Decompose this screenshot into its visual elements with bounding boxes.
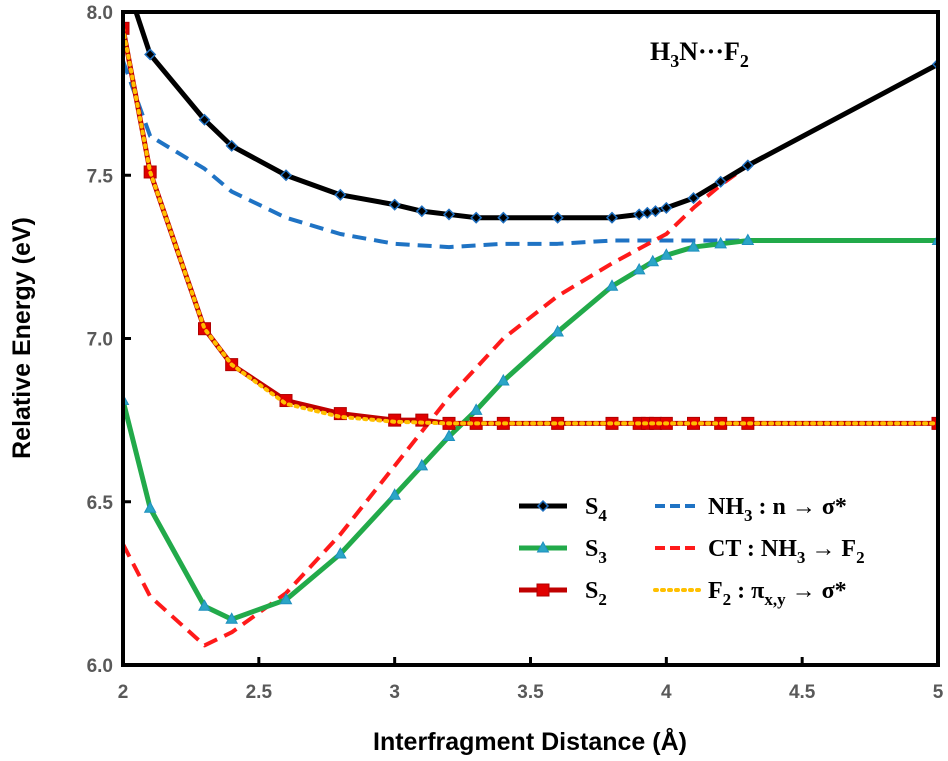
legend: S4 NH3 : n → σ* S3 CT : NH3 → F2 S2 F2 : πx,y… bbox=[519, 494, 865, 609]
data-point-triangle bbox=[415, 458, 429, 471]
data-point-triangle bbox=[442, 429, 456, 441]
data-point-diamond bbox=[687, 192, 700, 205]
data-point-diamond bbox=[536, 499, 550, 513]
data-point-triangle bbox=[279, 592, 293, 605]
data-point-diamond bbox=[497, 211, 510, 224]
data-point-triangle bbox=[225, 612, 239, 624]
legend-label-0: S4 bbox=[585, 494, 607, 525]
legend-label-2: S2 bbox=[585, 578, 607, 609]
data-point-diamond bbox=[334, 188, 347, 201]
x-tick-label: 2 bbox=[118, 682, 129, 703]
data-point-diamond bbox=[388, 198, 401, 211]
data-point-triangle bbox=[496, 373, 510, 386]
data-point-triangle bbox=[659, 248, 673, 260]
series-line-2 bbox=[123, 27, 938, 426]
y-tick-label: 6.5 bbox=[87, 493, 114, 514]
series-line-0 bbox=[133, 12, 938, 221]
molecule-annotation: H3N···F2 bbox=[650, 37, 749, 71]
data-point-diamond bbox=[225, 139, 238, 152]
data-point-square bbox=[123, 21, 130, 35]
data-point-triangle bbox=[632, 262, 646, 275]
data-point-triangle bbox=[198, 599, 211, 611]
data-point-triangle bbox=[605, 279, 619, 291]
data-point-diamond bbox=[649, 205, 662, 218]
data-point-triangle bbox=[714, 236, 728, 249]
data-point-triangle bbox=[741, 233, 755, 246]
legend-label-5: F2 : πx,y → σ* bbox=[708, 578, 847, 609]
data-point-triangle bbox=[551, 324, 565, 337]
data-point-diamond bbox=[198, 113, 211, 126]
data-point-square bbox=[536, 583, 550, 597]
legend-label-1: S3 bbox=[585, 536, 607, 567]
data-point-triangle bbox=[536, 540, 550, 553]
x-axis-title: Interfragment Distance (Å) bbox=[373, 727, 687, 756]
x-tick-label: 3.5 bbox=[517, 682, 544, 703]
data-point-triangle bbox=[687, 240, 700, 252]
y-axis-title: Relative Energy (eV) bbox=[8, 217, 36, 459]
x-tick-label: 4 bbox=[661, 682, 672, 703]
series-line-5 bbox=[123, 26, 938, 426]
data-point-diamond bbox=[279, 169, 293, 182]
data-point-diamond bbox=[660, 201, 673, 214]
data-point-diamond bbox=[633, 208, 646, 221]
legend-label-4: CT : NH3 → F2 bbox=[708, 536, 865, 567]
series-line-3 bbox=[123, 60, 748, 250]
data-point-diamond bbox=[605, 211, 619, 224]
data-point-diamond bbox=[442, 208, 456, 221]
plot-frame bbox=[121, 10, 940, 667]
y-tick-label: 7.5 bbox=[87, 166, 114, 187]
data-point-diamond bbox=[415, 205, 428, 218]
series-line-1 bbox=[123, 238, 938, 622]
data-point-triangle bbox=[388, 488, 402, 500]
data-point-triangle bbox=[469, 403, 483, 415]
y-tick-label: 8.0 bbox=[87, 3, 113, 24]
x-tick-label: 3 bbox=[389, 682, 400, 703]
x-tick-label: 5 bbox=[933, 682, 944, 703]
x-tick-label: 2.5 bbox=[246, 682, 273, 703]
data-point-triangle bbox=[143, 501, 157, 513]
x-tick-label: 4.5 bbox=[789, 682, 816, 703]
data-point-diamond bbox=[144, 48, 157, 61]
data-point-diamond bbox=[714, 175, 727, 188]
data-point-diamond bbox=[551, 211, 564, 224]
data-point-triangle bbox=[333, 546, 347, 559]
data-point-diamond bbox=[741, 159, 754, 172]
data-point-diamond bbox=[470, 211, 483, 224]
data-point-diamond bbox=[641, 206, 654, 219]
y-tick-label: 7.0 bbox=[87, 330, 113, 351]
legend-label-3: NH3 : n → σ* bbox=[708, 494, 847, 525]
y-tick-label: 6.0 bbox=[87, 656, 113, 677]
data-point-triangle bbox=[646, 254, 660, 267]
